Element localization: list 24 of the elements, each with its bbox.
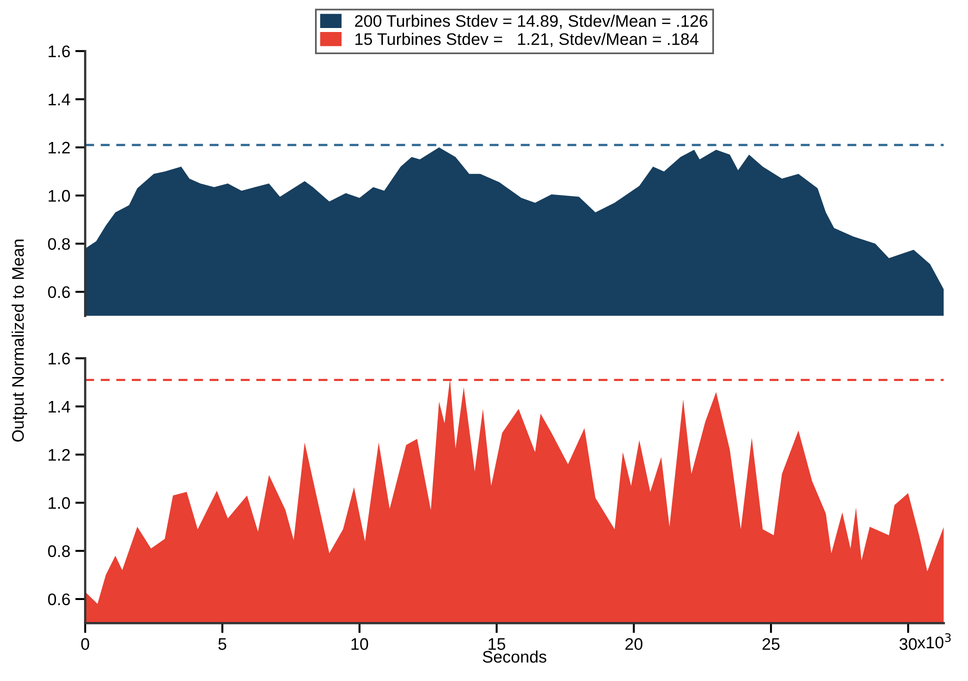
x-tick-label: 30 xyxy=(900,638,917,650)
y-tick-label: 0.8 xyxy=(48,545,70,558)
y-axis-title: Output Normalized to Mean xyxy=(12,240,28,442)
x-tick-label: 20 xyxy=(625,638,642,650)
y-tick-label: 1.0 xyxy=(48,190,70,202)
y-tick-label: 1.6 xyxy=(48,352,70,364)
y-tick-label: 1.4 xyxy=(48,94,70,106)
y-tick-label: 1.4 xyxy=(48,401,70,412)
x-tick-label: 5 xyxy=(218,638,226,650)
x-axis-title: Seconds xyxy=(482,650,546,663)
text: x10$^{3}$ xyxy=(917,633,951,648)
y-tick-label: 1.6 xyxy=(48,45,70,58)
y-tick-label: 1.2 xyxy=(48,142,70,154)
x-tick-label: 0 xyxy=(81,638,90,650)
legend-label: 15 Turbines Stdev = 1.21, Stdev/Mean = .184 xyxy=(355,32,698,48)
x-tick-label: 25 xyxy=(762,638,780,650)
x-tick-label: 10 xyxy=(352,638,368,650)
y-tick-label: 1.0 xyxy=(48,497,70,509)
legend-label: 200 Turbines Stdev = 14.89, Stdev/Mean = .126 xyxy=(355,14,708,29)
y-tick-label: 0.6 xyxy=(48,286,70,298)
y-tick-label: 1.2 xyxy=(48,448,70,461)
x-tick-label: 15 xyxy=(488,638,506,650)
y-tick-label: 0.6 xyxy=(48,593,70,606)
y-tick-label: 0.8 xyxy=(48,238,70,250)
